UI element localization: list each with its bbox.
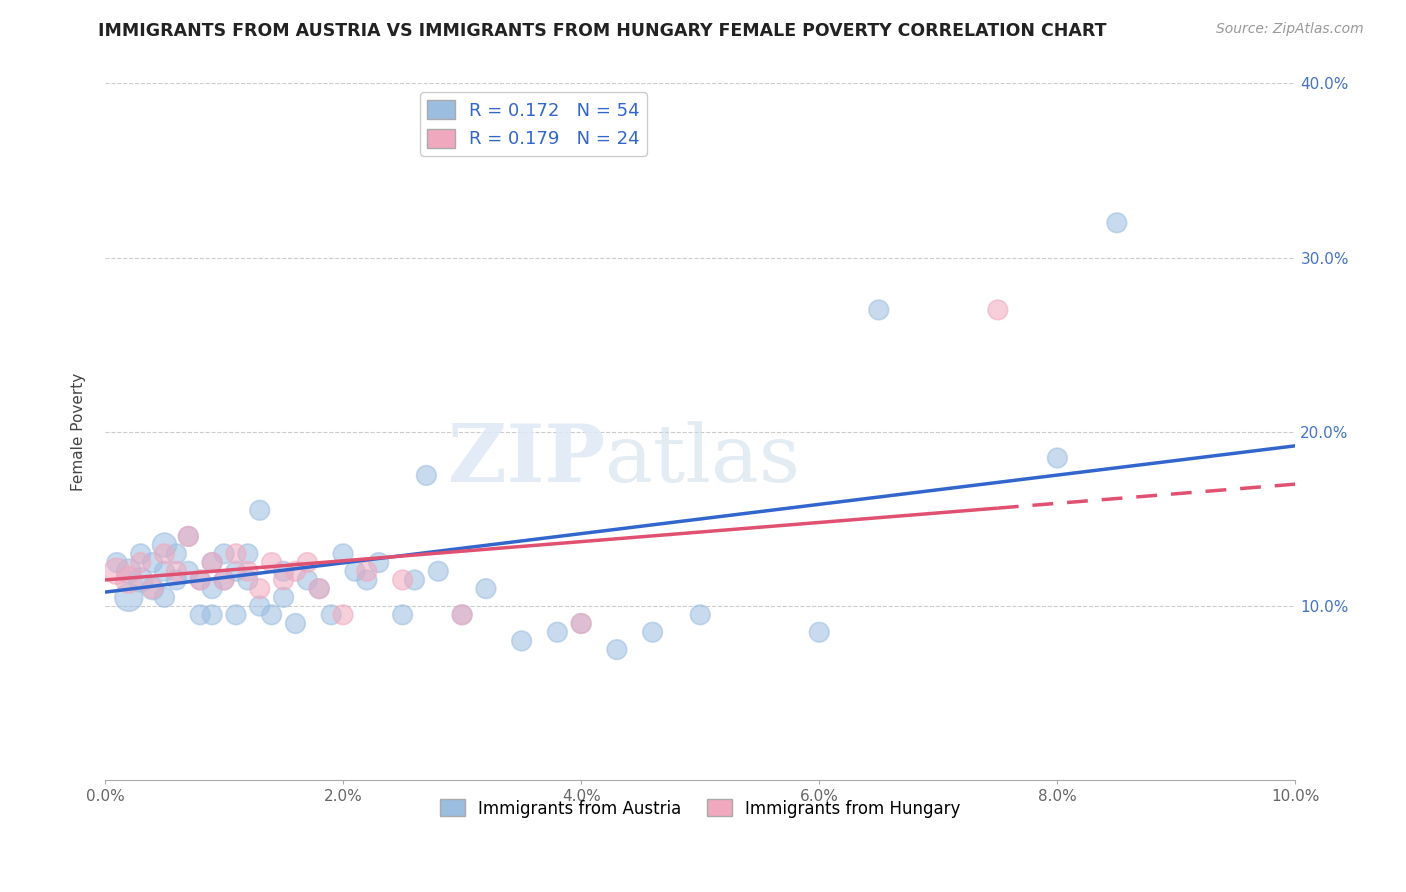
Point: [273, 573, 295, 587]
Point: [260, 556, 283, 570]
Point: [212, 573, 235, 587]
Point: [308, 582, 330, 596]
Point: [689, 607, 711, 622]
Point: [569, 616, 592, 631]
Point: [1046, 450, 1069, 465]
Point: [142, 556, 165, 570]
Point: [868, 302, 890, 317]
Point: [129, 556, 152, 570]
Point: [332, 547, 354, 561]
Point: [641, 625, 664, 640]
Point: [236, 573, 259, 587]
Point: [153, 547, 176, 561]
Point: [249, 582, 271, 596]
Y-axis label: Female Poverty: Female Poverty: [72, 373, 86, 491]
Point: [415, 468, 437, 483]
Point: [236, 564, 259, 578]
Point: [165, 547, 187, 561]
Point: [249, 599, 271, 613]
Point: [356, 564, 378, 578]
Point: [510, 634, 533, 648]
Point: [321, 607, 343, 622]
Point: [129, 573, 152, 587]
Point: [165, 564, 187, 578]
Point: [188, 607, 211, 622]
Point: [260, 607, 283, 622]
Point: [273, 564, 295, 578]
Point: [225, 607, 247, 622]
Point: [105, 564, 128, 578]
Point: [404, 573, 426, 587]
Point: [987, 302, 1010, 317]
Point: [165, 573, 187, 587]
Point: [391, 607, 413, 622]
Text: ZIP: ZIP: [449, 421, 605, 499]
Point: [212, 573, 235, 587]
Point: [297, 573, 319, 587]
Point: [308, 582, 330, 596]
Point: [367, 556, 389, 570]
Point: [475, 582, 498, 596]
Point: [142, 582, 165, 596]
Point: [153, 591, 176, 605]
Point: [356, 573, 378, 587]
Point: [343, 564, 366, 578]
Point: [1105, 216, 1128, 230]
Point: [569, 616, 592, 631]
Point: [177, 529, 200, 543]
Point: [188, 573, 211, 587]
Point: [118, 564, 141, 578]
Point: [808, 625, 831, 640]
Point: [129, 547, 152, 561]
Point: [201, 556, 224, 570]
Point: [332, 607, 354, 622]
Point: [284, 564, 307, 578]
Point: [391, 573, 413, 587]
Point: [118, 591, 141, 605]
Text: Source: ZipAtlas.com: Source: ZipAtlas.com: [1216, 22, 1364, 37]
Point: [225, 547, 247, 561]
Text: atlas: atlas: [605, 421, 800, 499]
Point: [284, 616, 307, 631]
Point: [188, 573, 211, 587]
Point: [177, 529, 200, 543]
Point: [249, 503, 271, 517]
Legend: Immigrants from Austria, Immigrants from Hungary: Immigrants from Austria, Immigrants from…: [433, 793, 967, 824]
Point: [606, 642, 628, 657]
Point: [297, 556, 319, 570]
Point: [273, 591, 295, 605]
Point: [451, 607, 474, 622]
Point: [105, 556, 128, 570]
Point: [201, 556, 224, 570]
Point: [201, 607, 224, 622]
Point: [427, 564, 450, 578]
Point: [142, 582, 165, 596]
Point: [212, 547, 235, 561]
Point: [118, 573, 141, 587]
Point: [153, 538, 176, 552]
Point: [177, 564, 200, 578]
Point: [225, 564, 247, 578]
Point: [451, 607, 474, 622]
Point: [201, 582, 224, 596]
Point: [153, 564, 176, 578]
Text: IMMIGRANTS FROM AUSTRIA VS IMMIGRANTS FROM HUNGARY FEMALE POVERTY CORRELATION CH: IMMIGRANTS FROM AUSTRIA VS IMMIGRANTS FR…: [98, 22, 1107, 40]
Point: [546, 625, 568, 640]
Point: [236, 547, 259, 561]
